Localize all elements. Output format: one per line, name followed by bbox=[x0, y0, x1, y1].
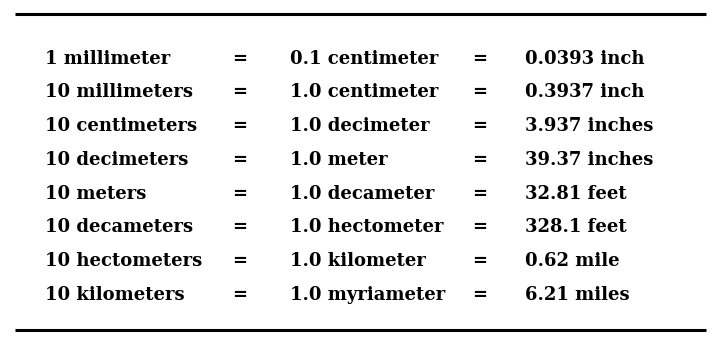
Text: =: = bbox=[232, 151, 247, 169]
Text: 10 hectometers: 10 hectometers bbox=[45, 252, 203, 270]
Text: 3.937 inches: 3.937 inches bbox=[525, 117, 653, 135]
Text: =: = bbox=[472, 83, 487, 101]
Text: =: = bbox=[232, 50, 247, 68]
Text: 1.0 meter: 1.0 meter bbox=[290, 151, 388, 169]
Text: =: = bbox=[232, 185, 247, 203]
Text: 6.21 miles: 6.21 miles bbox=[525, 286, 629, 304]
Text: 1.0 decameter: 1.0 decameter bbox=[290, 185, 434, 203]
Text: =: = bbox=[472, 252, 487, 270]
Text: 10 centimeters: 10 centimeters bbox=[45, 117, 197, 135]
Text: 328.1 feet: 328.1 feet bbox=[525, 218, 627, 236]
Text: =: = bbox=[472, 117, 487, 135]
Text: 1.0 centimeter: 1.0 centimeter bbox=[290, 83, 438, 101]
Text: 1.0 hectometer: 1.0 hectometer bbox=[290, 218, 443, 236]
Text: 39.37 inches: 39.37 inches bbox=[525, 151, 653, 169]
Text: 0.0393 inch: 0.0393 inch bbox=[525, 50, 645, 68]
Text: 1.0 kilometer: 1.0 kilometer bbox=[290, 252, 426, 270]
Text: 1.0 myriameter: 1.0 myriameter bbox=[290, 286, 446, 304]
Text: 1 millimeter: 1 millimeter bbox=[45, 50, 170, 68]
Text: 32.81 feet: 32.81 feet bbox=[525, 185, 627, 203]
Text: 0.1 centimeter: 0.1 centimeter bbox=[290, 50, 438, 68]
Text: 10 millimeters: 10 millimeters bbox=[45, 83, 193, 101]
Text: =: = bbox=[472, 185, 487, 203]
Text: 10 decimeters: 10 decimeters bbox=[45, 151, 188, 169]
Text: =: = bbox=[232, 286, 247, 304]
Text: 10 kilometers: 10 kilometers bbox=[45, 286, 185, 304]
Text: =: = bbox=[472, 151, 487, 169]
Text: =: = bbox=[232, 218, 247, 236]
Text: 0.62 mile: 0.62 mile bbox=[525, 252, 619, 270]
Text: =: = bbox=[472, 286, 487, 304]
Text: =: = bbox=[232, 83, 247, 101]
Text: =: = bbox=[232, 252, 247, 270]
Text: =: = bbox=[472, 50, 487, 68]
Text: =: = bbox=[472, 218, 487, 236]
Text: =: = bbox=[232, 117, 247, 135]
Text: 0.3937 inch: 0.3937 inch bbox=[525, 83, 645, 101]
Text: 1.0 decimeter: 1.0 decimeter bbox=[290, 117, 430, 135]
Text: 10 decameters: 10 decameters bbox=[45, 218, 193, 236]
Text: 10 meters: 10 meters bbox=[45, 185, 146, 203]
